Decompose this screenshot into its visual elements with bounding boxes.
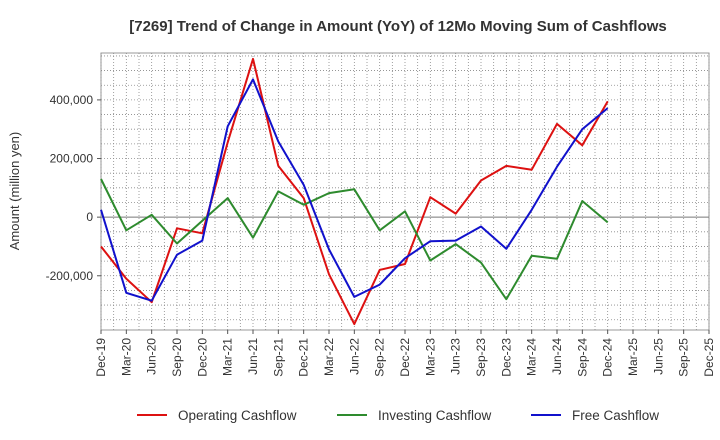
x-tick-label: Mar-24 xyxy=(525,338,539,376)
x-tick-label: Jun-20 xyxy=(145,338,159,375)
grid-lines xyxy=(100,53,710,330)
x-axis-ticks: Dec-19 Mar-20 Jun-20 Sep-20 Dec-20 Mar-21 Jun-… xyxy=(94,330,716,377)
x-tick-label: Mar-20 xyxy=(119,338,133,376)
y-tick-label: 0 xyxy=(86,210,93,224)
x-tick-label: Dec-20 xyxy=(195,338,209,377)
x-tick-label: Dec-23 xyxy=(499,338,513,377)
x-tick-label: Sep-21 xyxy=(271,338,285,377)
x-tick-label: Jun-23 xyxy=(449,338,463,375)
x-tick-label: Sep-23 xyxy=(474,338,488,377)
legend: Operating Cashflow Investing Cashflow Free… xyxy=(137,408,659,423)
x-tick-label: Mar-23 xyxy=(423,338,437,376)
series-line-investing-cashflow xyxy=(100,178,609,301)
x-tick-label: Sep-20 xyxy=(170,338,184,377)
x-tick-label: Jun-22 xyxy=(347,338,361,375)
x-tick-label: Mar-22 xyxy=(322,338,336,376)
series-lines xyxy=(100,57,609,326)
y-tick-label: -200,000 xyxy=(46,269,94,283)
y-axis-label: Amount (million yen) xyxy=(7,132,22,251)
x-tick-label: Sep-22 xyxy=(373,338,387,377)
y-axis-ticks: -200,000 0 200,000 400,000 xyxy=(46,93,101,283)
legend-label: Investing Cashflow xyxy=(378,408,492,423)
y-tick-label: 200,000 xyxy=(50,152,94,166)
x-tick-label: Dec-22 xyxy=(398,338,412,377)
x-tick-label: Sep-25 xyxy=(677,338,691,377)
x-tick-label: Sep-24 xyxy=(575,338,589,377)
y-tick-label: 400,000 xyxy=(50,93,94,107)
x-tick-label: Dec-24 xyxy=(601,338,615,377)
series-line-operating-cashflow xyxy=(100,57,609,326)
chart-title: [7269] Trend of Change in Amount (YoY) o… xyxy=(129,18,667,35)
legend-label: Operating Cashflow xyxy=(178,408,297,423)
x-tick-label: Dec-21 xyxy=(297,338,311,377)
x-tick-label: Mar-25 xyxy=(626,338,640,376)
x-tick-label: Jun-21 xyxy=(246,338,260,375)
series-line-free-cashflow xyxy=(100,78,609,302)
x-tick-label: Dec-19 xyxy=(94,338,108,377)
x-tick-label: Jun-24 xyxy=(550,338,564,375)
x-tick-label: Mar-21 xyxy=(221,338,235,376)
x-tick-label: Jun-25 xyxy=(651,338,665,375)
legend-label: Free Cashflow xyxy=(572,408,659,423)
x-tick-label: Dec-25 xyxy=(702,338,716,377)
